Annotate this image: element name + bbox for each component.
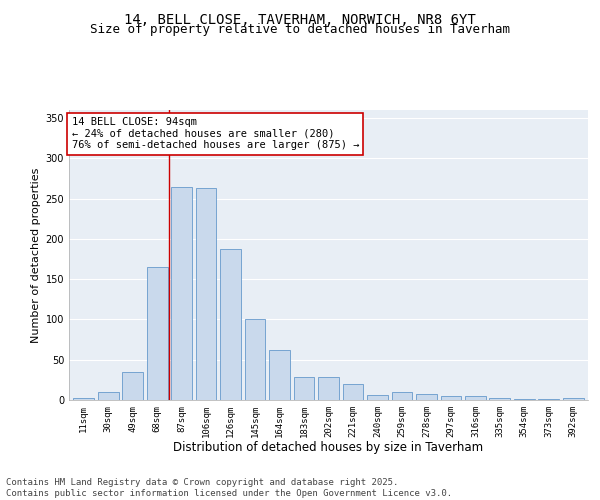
Bar (514, 399, 535, 400)
Text: Size of property relative to detached houses in Taverham: Size of property relative to detached ho… (90, 22, 510, 36)
Bar (416, 394, 437, 400)
Bar (440, 396, 461, 400)
Bar (73, 398, 94, 400)
Bar (269, 350, 290, 400)
Bar (343, 384, 364, 400)
Bar (318, 378, 339, 400)
Bar (538, 399, 559, 400)
Bar (465, 396, 486, 400)
Bar (98, 392, 119, 400)
Text: 14, BELL CLOSE, TAVERHAM, NORWICH, NR8 6YT: 14, BELL CLOSE, TAVERHAM, NORWICH, NR8 6… (124, 12, 476, 26)
Bar (171, 186, 192, 400)
X-axis label: Distribution of detached houses by size in Taverham: Distribution of detached houses by size … (173, 442, 484, 454)
Bar (563, 398, 584, 400)
Bar (245, 320, 265, 400)
Bar (122, 372, 143, 400)
Text: 14 BELL CLOSE: 94sqm
← 24% of detached houses are smaller (280)
76% of semi-deta: 14 BELL CLOSE: 94sqm ← 24% of detached h… (71, 117, 359, 150)
Bar (147, 267, 167, 400)
Text: Contains HM Land Registry data © Crown copyright and database right 2025.
Contai: Contains HM Land Registry data © Crown c… (6, 478, 452, 498)
Bar (490, 398, 510, 400)
Bar (220, 250, 241, 400)
Bar (293, 378, 314, 400)
Bar (367, 395, 388, 400)
Bar (196, 188, 217, 400)
Bar (392, 392, 412, 400)
Y-axis label: Number of detached properties: Number of detached properties (31, 168, 41, 342)
